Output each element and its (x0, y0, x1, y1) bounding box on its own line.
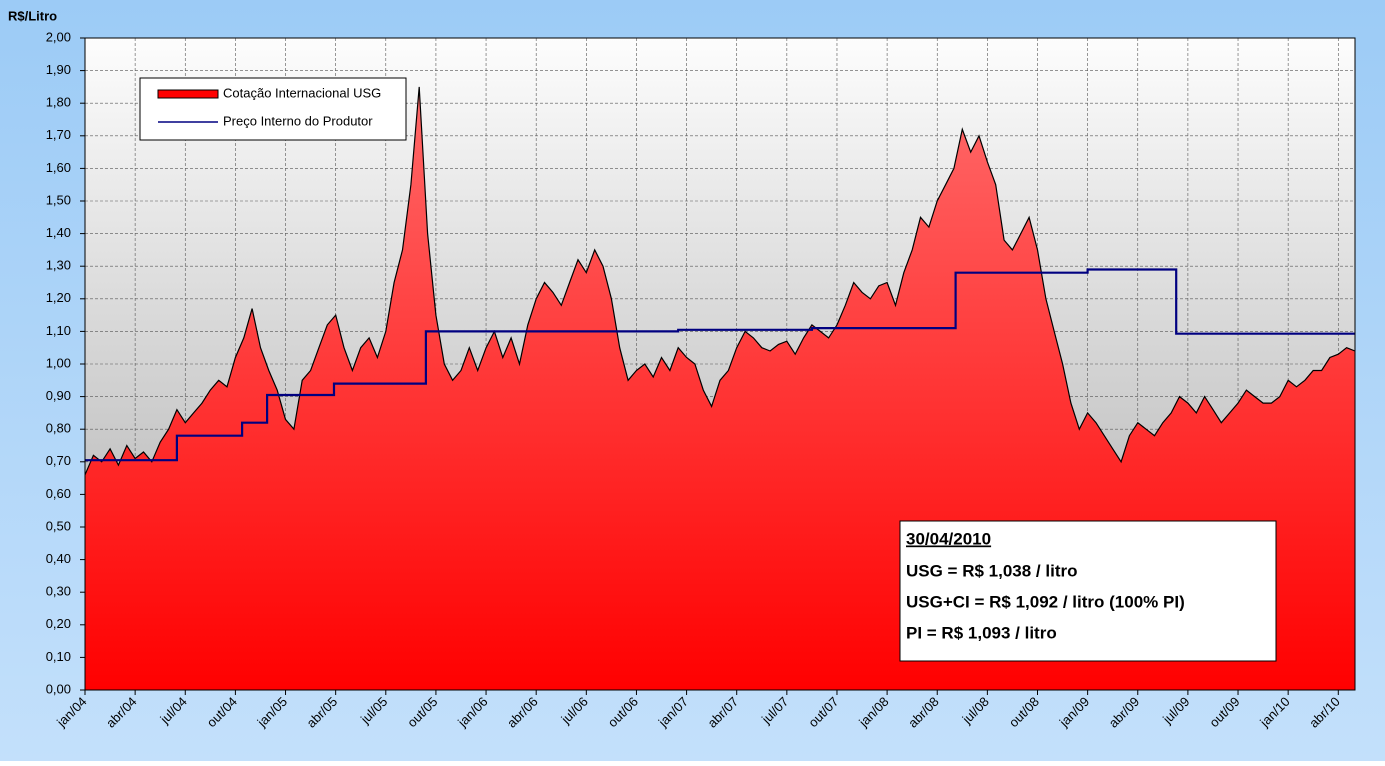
y-tick-label: 0,60 (46, 486, 71, 501)
legend-box (139, 77, 407, 141)
legend-label: Cotação Internacional USG (223, 85, 381, 100)
annotation-box (899, 520, 1277, 662)
y-tick-label: 0,20 (46, 616, 71, 631)
y-tick-label: 0,40 (46, 551, 71, 566)
y-tick-label: 1,00 (46, 355, 71, 370)
y-tick-label: 1,50 (46, 192, 71, 207)
y-tick-label: 2,00 (46, 29, 71, 44)
y-tick-label: 0,90 (46, 388, 71, 403)
y-tick-label: 1,20 (46, 290, 71, 305)
legend-swatch (157, 89, 219, 99)
area-outline (84, 86, 1356, 476)
y-axis-label: R$/Litro (8, 8, 57, 23)
y-tick-label: 0,30 (46, 584, 71, 599)
annotation-date: 30/04/2010 (906, 529, 991, 548)
legend: Cotação Internacional USG Preço Interno d… (139, 77, 407, 141)
y-tick-label: 0,00 (46, 681, 71, 696)
y-tick-label: 1,70 (46, 127, 71, 142)
annotation-line: USG+CI = R$ 1,092 / litro (100% PI) (906, 592, 1185, 611)
y-tick-label: 0,10 (46, 649, 71, 664)
y-tick-label: 0,50 (46, 518, 71, 533)
line (85, 268, 1355, 462)
y-tick-label: 1,90 (46, 62, 71, 77)
y-tick-label: 1,10 (46, 323, 71, 338)
annotation-line: USG = R$ 1,038 / litro (906, 561, 1078, 580)
plot-border (84, 37, 1356, 691)
annotation: 30/04/2010 USG = R$ 1,038 / litro USG+CI… (899, 520, 1277, 662)
y-tick-label: 0,80 (46, 421, 71, 436)
legend-label: Preço Interno do Produtor (223, 113, 373, 128)
annotation-line: PI = R$ 1,093 / litro (906, 623, 1057, 642)
y-tick-label: 1,60 (46, 160, 71, 175)
y-tick-label: 1,30 (46, 258, 71, 273)
y-tick-label: 1,80 (46, 95, 71, 110)
y-tick-label: 0,70 (46, 453, 71, 468)
y-tick-label: 1,40 (46, 225, 71, 240)
